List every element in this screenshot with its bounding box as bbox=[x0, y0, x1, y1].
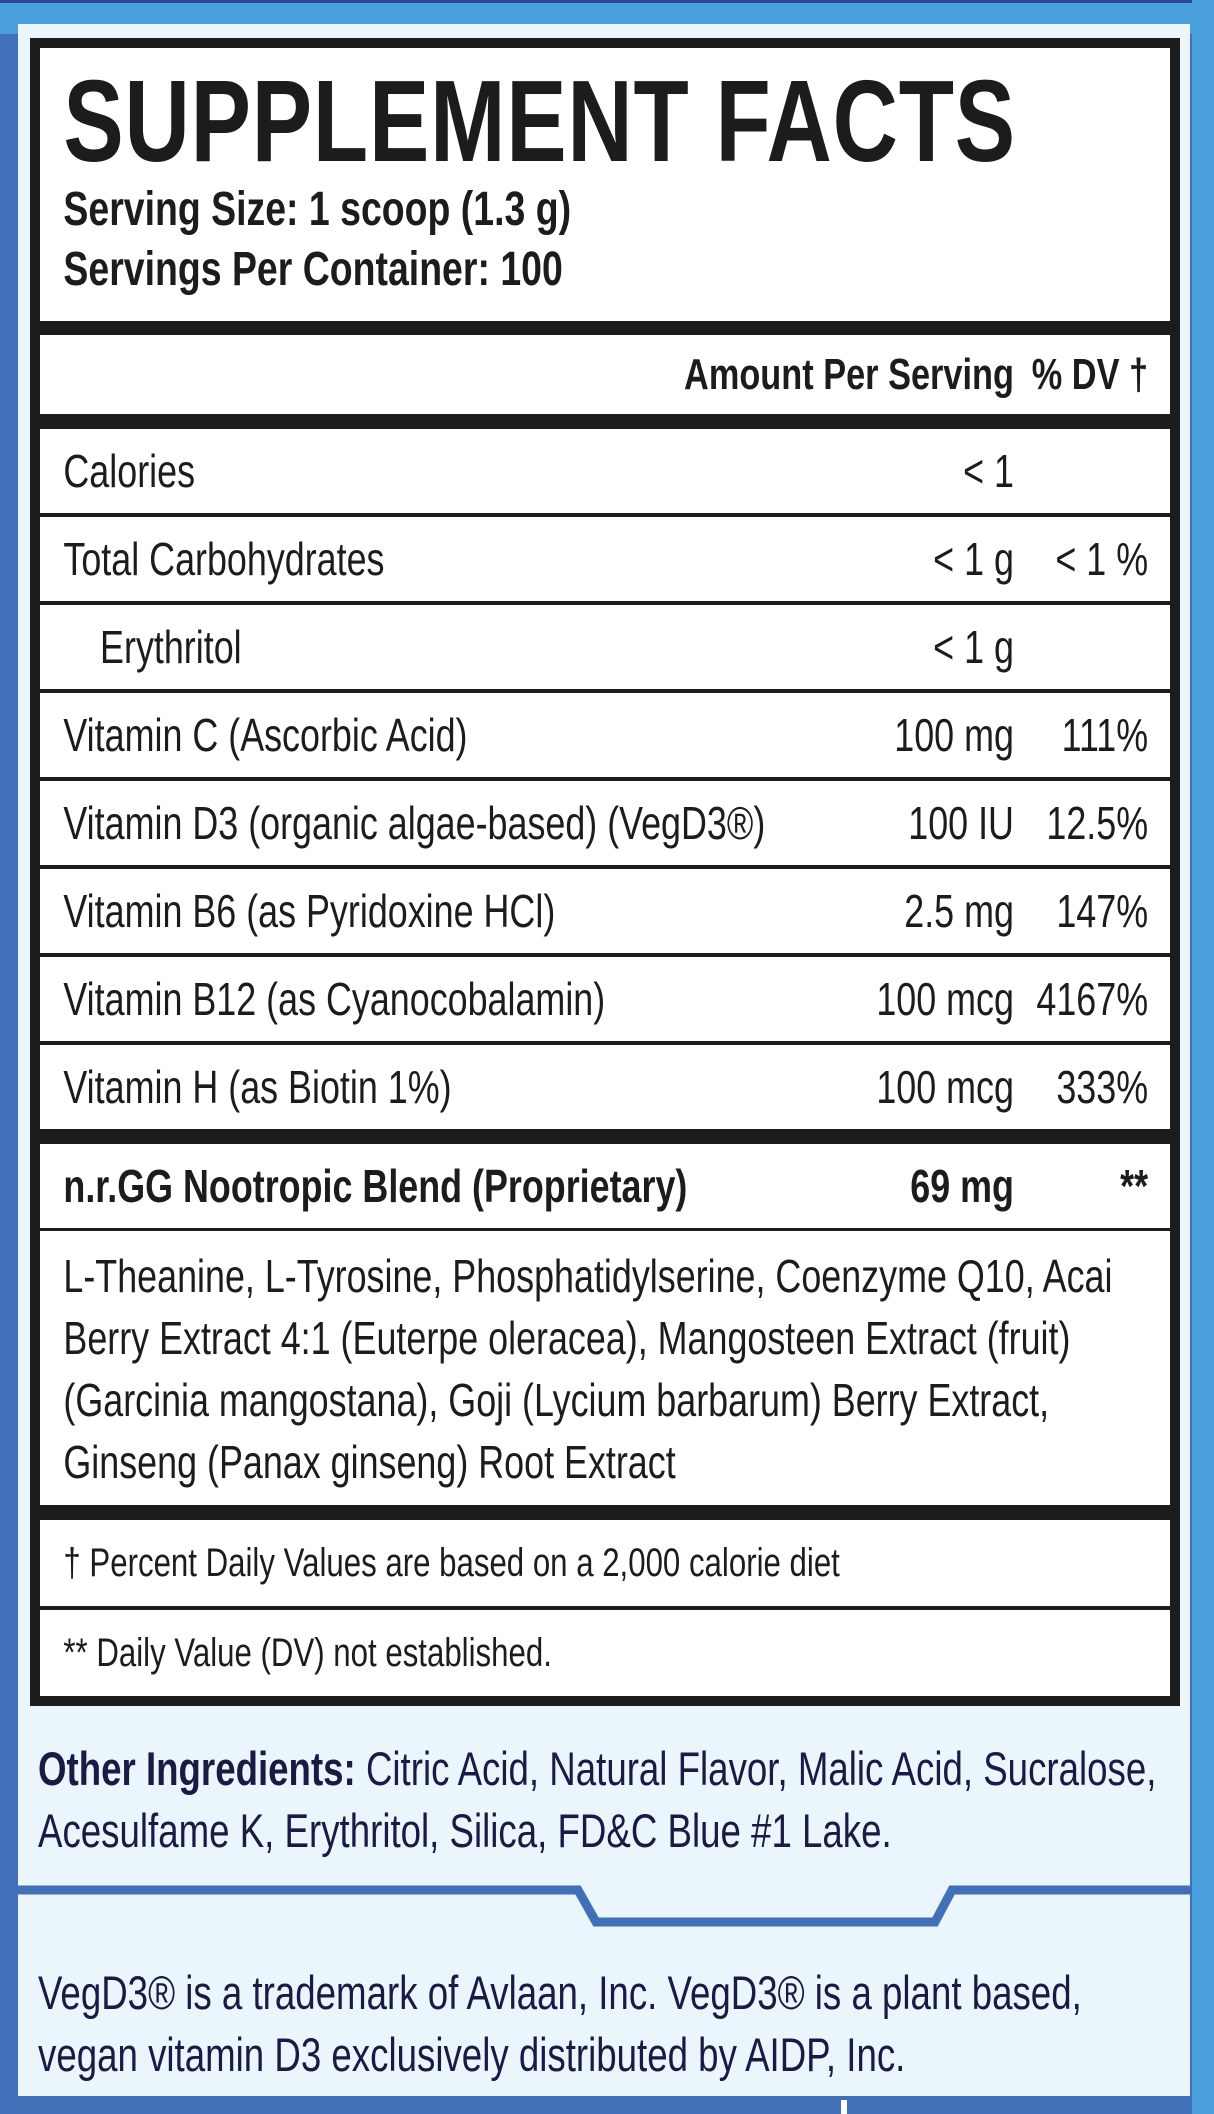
nutrient-amount: 2.5 mg bbox=[904, 885, 1014, 937]
blend-row: n.r.GG Nootropic Blend (Proprietary) 69 … bbox=[40, 1144, 1170, 1228]
nutrient-name: Calories bbox=[63, 445, 196, 497]
column-header: Amount Per Serving % DV † bbox=[40, 335, 1170, 414]
table-row: Vitamin C (Ascorbic Acid) 100 mg 111% bbox=[40, 693, 1170, 777]
nutrient-amount: 100 mcg bbox=[876, 1061, 1014, 1113]
serving-size: Serving Size: 1 scoop (1.3 g) bbox=[63, 183, 572, 236]
nutrient-dv: 333% bbox=[1056, 1061, 1149, 1113]
table-row: Vitamin D3 (organic algae-based) (VegD3®… bbox=[40, 781, 1170, 865]
table-row: Total Carbohydrates < 1 g < 1 % bbox=[40, 517, 1170, 601]
other-ingredients-label: Other Ingredients: bbox=[38, 1742, 356, 1795]
supplement-facts-table: SUPPLEMENT FACTS Serving Size: 1 scoop (… bbox=[30, 38, 1180, 1706]
title-block: SUPPLEMENT FACTS Serving Size: 1 scoop (… bbox=[40, 48, 1170, 321]
nutrient-name: Erythritol bbox=[100, 621, 242, 673]
nutrient-dv: 12.5% bbox=[1046, 797, 1149, 849]
nutrient-name: Vitamin C (Ascorbic Acid) bbox=[63, 709, 468, 761]
blend-ingredients: L-Theanine, L-Tyrosine, Phosphatidylseri… bbox=[40, 1231, 1170, 1505]
table-row: Vitamin B6 (as Pyridoxine HCl) 2.5 mg 147% bbox=[40, 869, 1170, 953]
other-ingredients-text: Citric Acid, Natural Flavor, Malic Acid,… bbox=[38, 1742, 1157, 1857]
footnote: ** Daily Value (DV) not established. bbox=[40, 1610, 1170, 1696]
nutrient-name: Vitamin H (as Biotin 1%) bbox=[63, 1061, 452, 1113]
notched-divider bbox=[18, 1885, 1190, 1927]
nutrient-amount: 100 mcg bbox=[876, 973, 1014, 1025]
footnote: † Percent Daily Values are based on a 2,… bbox=[40, 1520, 1170, 1606]
amount-header: Amount Per Serving bbox=[684, 349, 1014, 399]
nutrient-name: Vitamin B6 (as Pyridoxine HCl) bbox=[63, 885, 556, 937]
trademark-notice: VegD3® is a trademark of Avlaan, Inc. Ve… bbox=[38, 1966, 1082, 2081]
other-ingredients: Other Ingredients: Citric Acid, Natural … bbox=[38, 1738, 1177, 1862]
nutrient-amount: 100 IU bbox=[908, 797, 1014, 849]
blend-amount: 69 mg bbox=[910, 1160, 1014, 1212]
nutrient-dv: 147% bbox=[1056, 885, 1149, 937]
nutrient-dv: 111% bbox=[1061, 709, 1149, 761]
blend-dv: ** bbox=[1120, 1160, 1149, 1212]
footnote-text: ** Daily Value (DV) not established. bbox=[63, 1630, 552, 1675]
blend-label: n.r.GG Nootropic Blend (Proprietary) bbox=[63, 1160, 688, 1212]
table-row: Calories < 1 bbox=[40, 429, 1170, 513]
tick-mark bbox=[841, 2100, 847, 2114]
nutrient-dv: < 1 % bbox=[1055, 533, 1149, 585]
servings-per-container: Servings Per Container: 100 bbox=[63, 243, 563, 296]
dv-header: % DV † bbox=[1031, 349, 1149, 399]
nutrient-amount: < 1 g bbox=[933, 533, 1014, 585]
table-row: Vitamin H (as Biotin 1%) 100 mcg 333% bbox=[40, 1045, 1170, 1129]
table-row: Erythritol < 1 g bbox=[40, 605, 1170, 689]
page-title: SUPPLEMENT FACTS bbox=[63, 56, 1016, 186]
nutrient-amount: < 1 bbox=[963, 445, 1014, 497]
blend-ingredients-text: L-Theanine, L-Tyrosine, Phosphatidylseri… bbox=[63, 1250, 1113, 1488]
nutrient-name: Total Carbohydrates bbox=[63, 533, 385, 585]
nutrient-dv: 4167% bbox=[1036, 973, 1149, 1025]
nutrient-amount: 100 mg bbox=[894, 709, 1014, 761]
nutrient-name: Vitamin D3 (organic algae-based) (VegD3®… bbox=[63, 797, 766, 849]
footnote-text: † Percent Daily Values are based on a 2,… bbox=[63, 1540, 840, 1585]
table-row: Vitamin B12 (as Cyanocobalamin) 100 mcg 41… bbox=[40, 957, 1170, 1041]
nutrient-amount: < 1 g bbox=[933, 621, 1014, 673]
right-band bbox=[1192, 0, 1214, 2114]
nutrient-name: Vitamin B12 (as Cyanocobalamin) bbox=[63, 973, 606, 1025]
